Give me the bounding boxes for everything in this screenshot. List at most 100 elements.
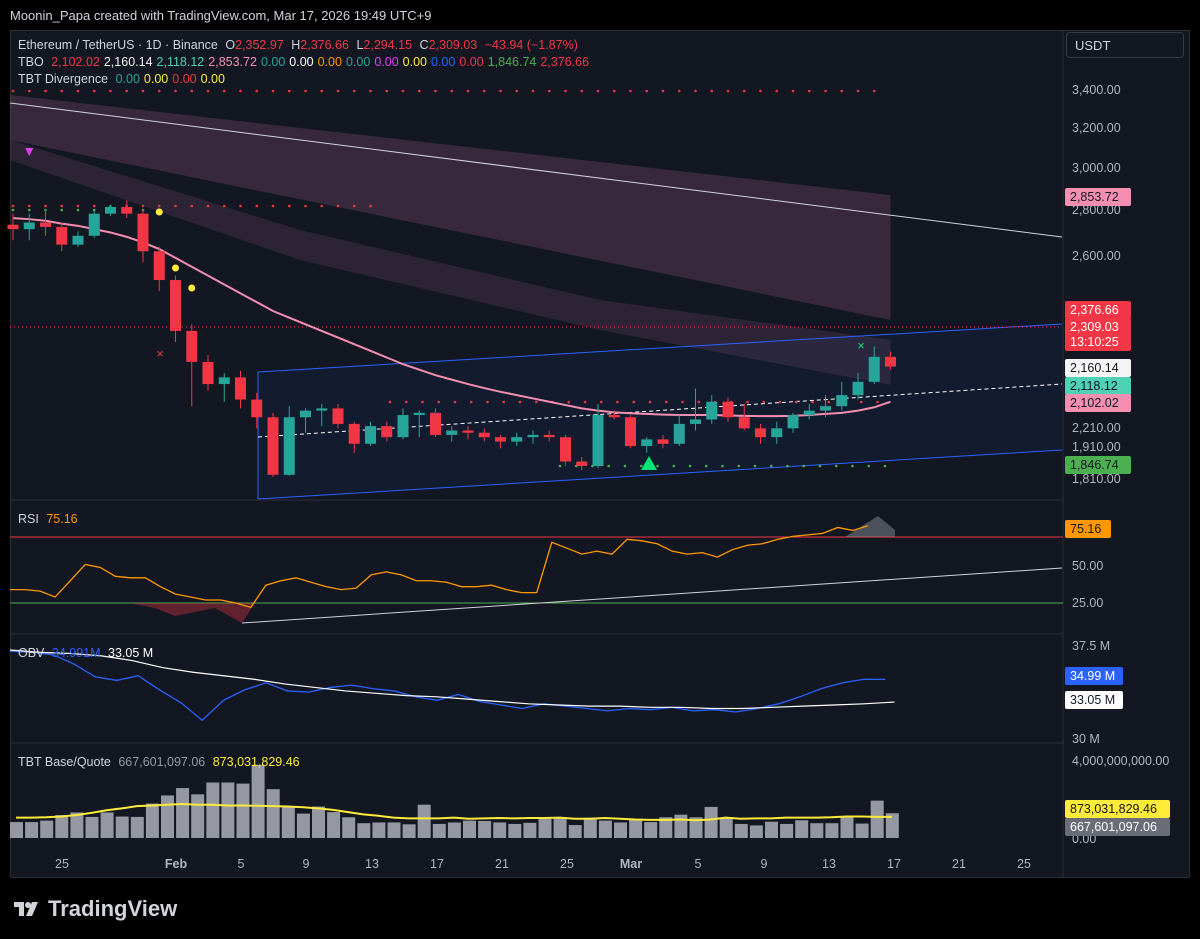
candle-body xyxy=(787,415,799,429)
resistance-dot xyxy=(287,89,291,93)
channel-lower-line xyxy=(257,449,1063,500)
price-tag-tbo-teal: 2,118.12 xyxy=(1070,379,1118,393)
resistance-dot xyxy=(369,89,372,93)
price-axis-tick: 3,400.00 xyxy=(1072,83,1121,97)
resistance-dot xyxy=(872,89,876,93)
support-dot xyxy=(60,208,64,212)
volume-bar xyxy=(795,820,809,838)
tbo-dot xyxy=(369,204,372,208)
candle-body xyxy=(251,399,263,418)
candle-body xyxy=(462,430,474,433)
volume-bar xyxy=(478,820,492,838)
volume-bar xyxy=(568,825,582,838)
resistance-dot xyxy=(499,89,502,93)
resistance-dot xyxy=(710,89,714,93)
support-dot xyxy=(656,464,659,468)
tbo-dot xyxy=(141,204,145,208)
price-tag-tbo-white: 2,160.14 xyxy=(1070,361,1119,375)
attribution-text: Moonin_Papa created with TradingView.com… xyxy=(10,8,432,23)
resistance-dot xyxy=(60,89,64,93)
volume-bar xyxy=(342,817,356,838)
volume-axis-tick: 4,000,000,000.00 xyxy=(1072,754,1169,768)
candle-body xyxy=(413,412,425,416)
volume-bar xyxy=(10,822,23,838)
tbo-dot xyxy=(632,400,636,404)
tbo-dot xyxy=(746,400,749,404)
candle-body xyxy=(738,417,750,429)
tbo-dot xyxy=(157,204,161,208)
bearish-marker-icon xyxy=(25,148,34,156)
resistance-dot xyxy=(612,89,616,93)
legend-value: 2,160.14 xyxy=(103,55,153,69)
time-axis-tick: Mar xyxy=(620,857,642,871)
resistance-dot xyxy=(27,89,31,93)
price-axis-tick: 3,200.00 xyxy=(1072,121,1121,135)
volume-bar xyxy=(583,817,597,838)
tbo-dot xyxy=(437,400,441,404)
channel-upper-line xyxy=(257,323,1063,373)
volume-bar xyxy=(629,819,643,838)
volume-bar xyxy=(870,800,884,838)
cloud-lower-band xyxy=(10,140,891,385)
currency-selector-button[interactable]: USDT xyxy=(1066,32,1184,58)
candle-body xyxy=(868,356,880,382)
volume-bar xyxy=(719,818,733,838)
support-dot xyxy=(834,464,838,468)
resistance-dot xyxy=(726,89,730,93)
legend-symbol: Ethereum / TetherUS · 1D · Binance xyxy=(18,38,218,52)
resistance-dot xyxy=(856,89,860,93)
cloud-upper-band xyxy=(10,95,891,320)
support-dot xyxy=(721,464,724,468)
volume-bar xyxy=(25,822,39,838)
candle-body xyxy=(7,224,19,230)
resistance-dot xyxy=(255,89,259,93)
tbo-dot xyxy=(534,400,538,404)
legend-obv-label: OBV xyxy=(18,646,45,660)
volume-bar xyxy=(387,822,401,838)
tbo-dot xyxy=(567,400,571,404)
tbo-dot xyxy=(60,204,64,208)
time-axis-tick: Feb xyxy=(165,857,188,871)
volume-bar xyxy=(100,812,114,838)
volume-bar xyxy=(145,803,159,838)
time-axis-tick: 5 xyxy=(695,857,702,871)
price-tag-last: 2,309.03 xyxy=(1070,320,1119,334)
tbo-dot xyxy=(174,204,177,208)
resistance-dot xyxy=(44,89,47,93)
resistance-dot xyxy=(401,89,405,93)
obv-ma-line xyxy=(9,649,895,710)
legend-tbt-bq-ma-value: 873,031,829.46 xyxy=(212,755,300,769)
tbo-dot xyxy=(616,400,619,404)
support-dot xyxy=(623,464,627,468)
price-tag-tbo-pink-bg xyxy=(1065,394,1131,412)
time-axis-tick: 17 xyxy=(887,857,901,871)
tbo-dot xyxy=(304,204,307,208)
chart-canvas[interactable]: × × 3,400.00 3,200.00 3,000.00 2,800.00 2,600.… xyxy=(0,0,1200,880)
candle-body xyxy=(202,361,214,385)
volume-bar xyxy=(40,820,54,838)
candle-body xyxy=(543,434,555,438)
volume-bar xyxy=(357,823,371,838)
volume-bar xyxy=(689,817,703,838)
resistance-dot xyxy=(92,89,96,93)
volume-bar xyxy=(85,816,99,838)
legend-value: 0.00 xyxy=(431,55,456,69)
legend-rsi-value: 75.16 xyxy=(46,512,78,526)
price-tag-tbo-pink: 2,102.02 xyxy=(1070,396,1119,410)
tbo-dot xyxy=(664,400,668,404)
time-axis-tick: 25 xyxy=(560,857,574,871)
rsi-line xyxy=(10,525,869,609)
tbo-dot xyxy=(518,400,522,404)
resistance-dot xyxy=(222,89,226,93)
sell-cross-icon: × xyxy=(156,347,163,361)
resistance-dot xyxy=(824,89,827,93)
resistance-dot xyxy=(807,89,811,93)
buy-cross-icon: × xyxy=(857,339,864,353)
candle-body xyxy=(170,280,181,331)
tbo-dot xyxy=(388,400,392,404)
volume-bar xyxy=(885,813,899,838)
price-axis-tick: 2,800.00 xyxy=(1072,203,1121,217)
tbo-dot xyxy=(469,400,473,404)
legend-value: 2,102.02 xyxy=(51,55,100,69)
candle-body xyxy=(690,419,701,424)
